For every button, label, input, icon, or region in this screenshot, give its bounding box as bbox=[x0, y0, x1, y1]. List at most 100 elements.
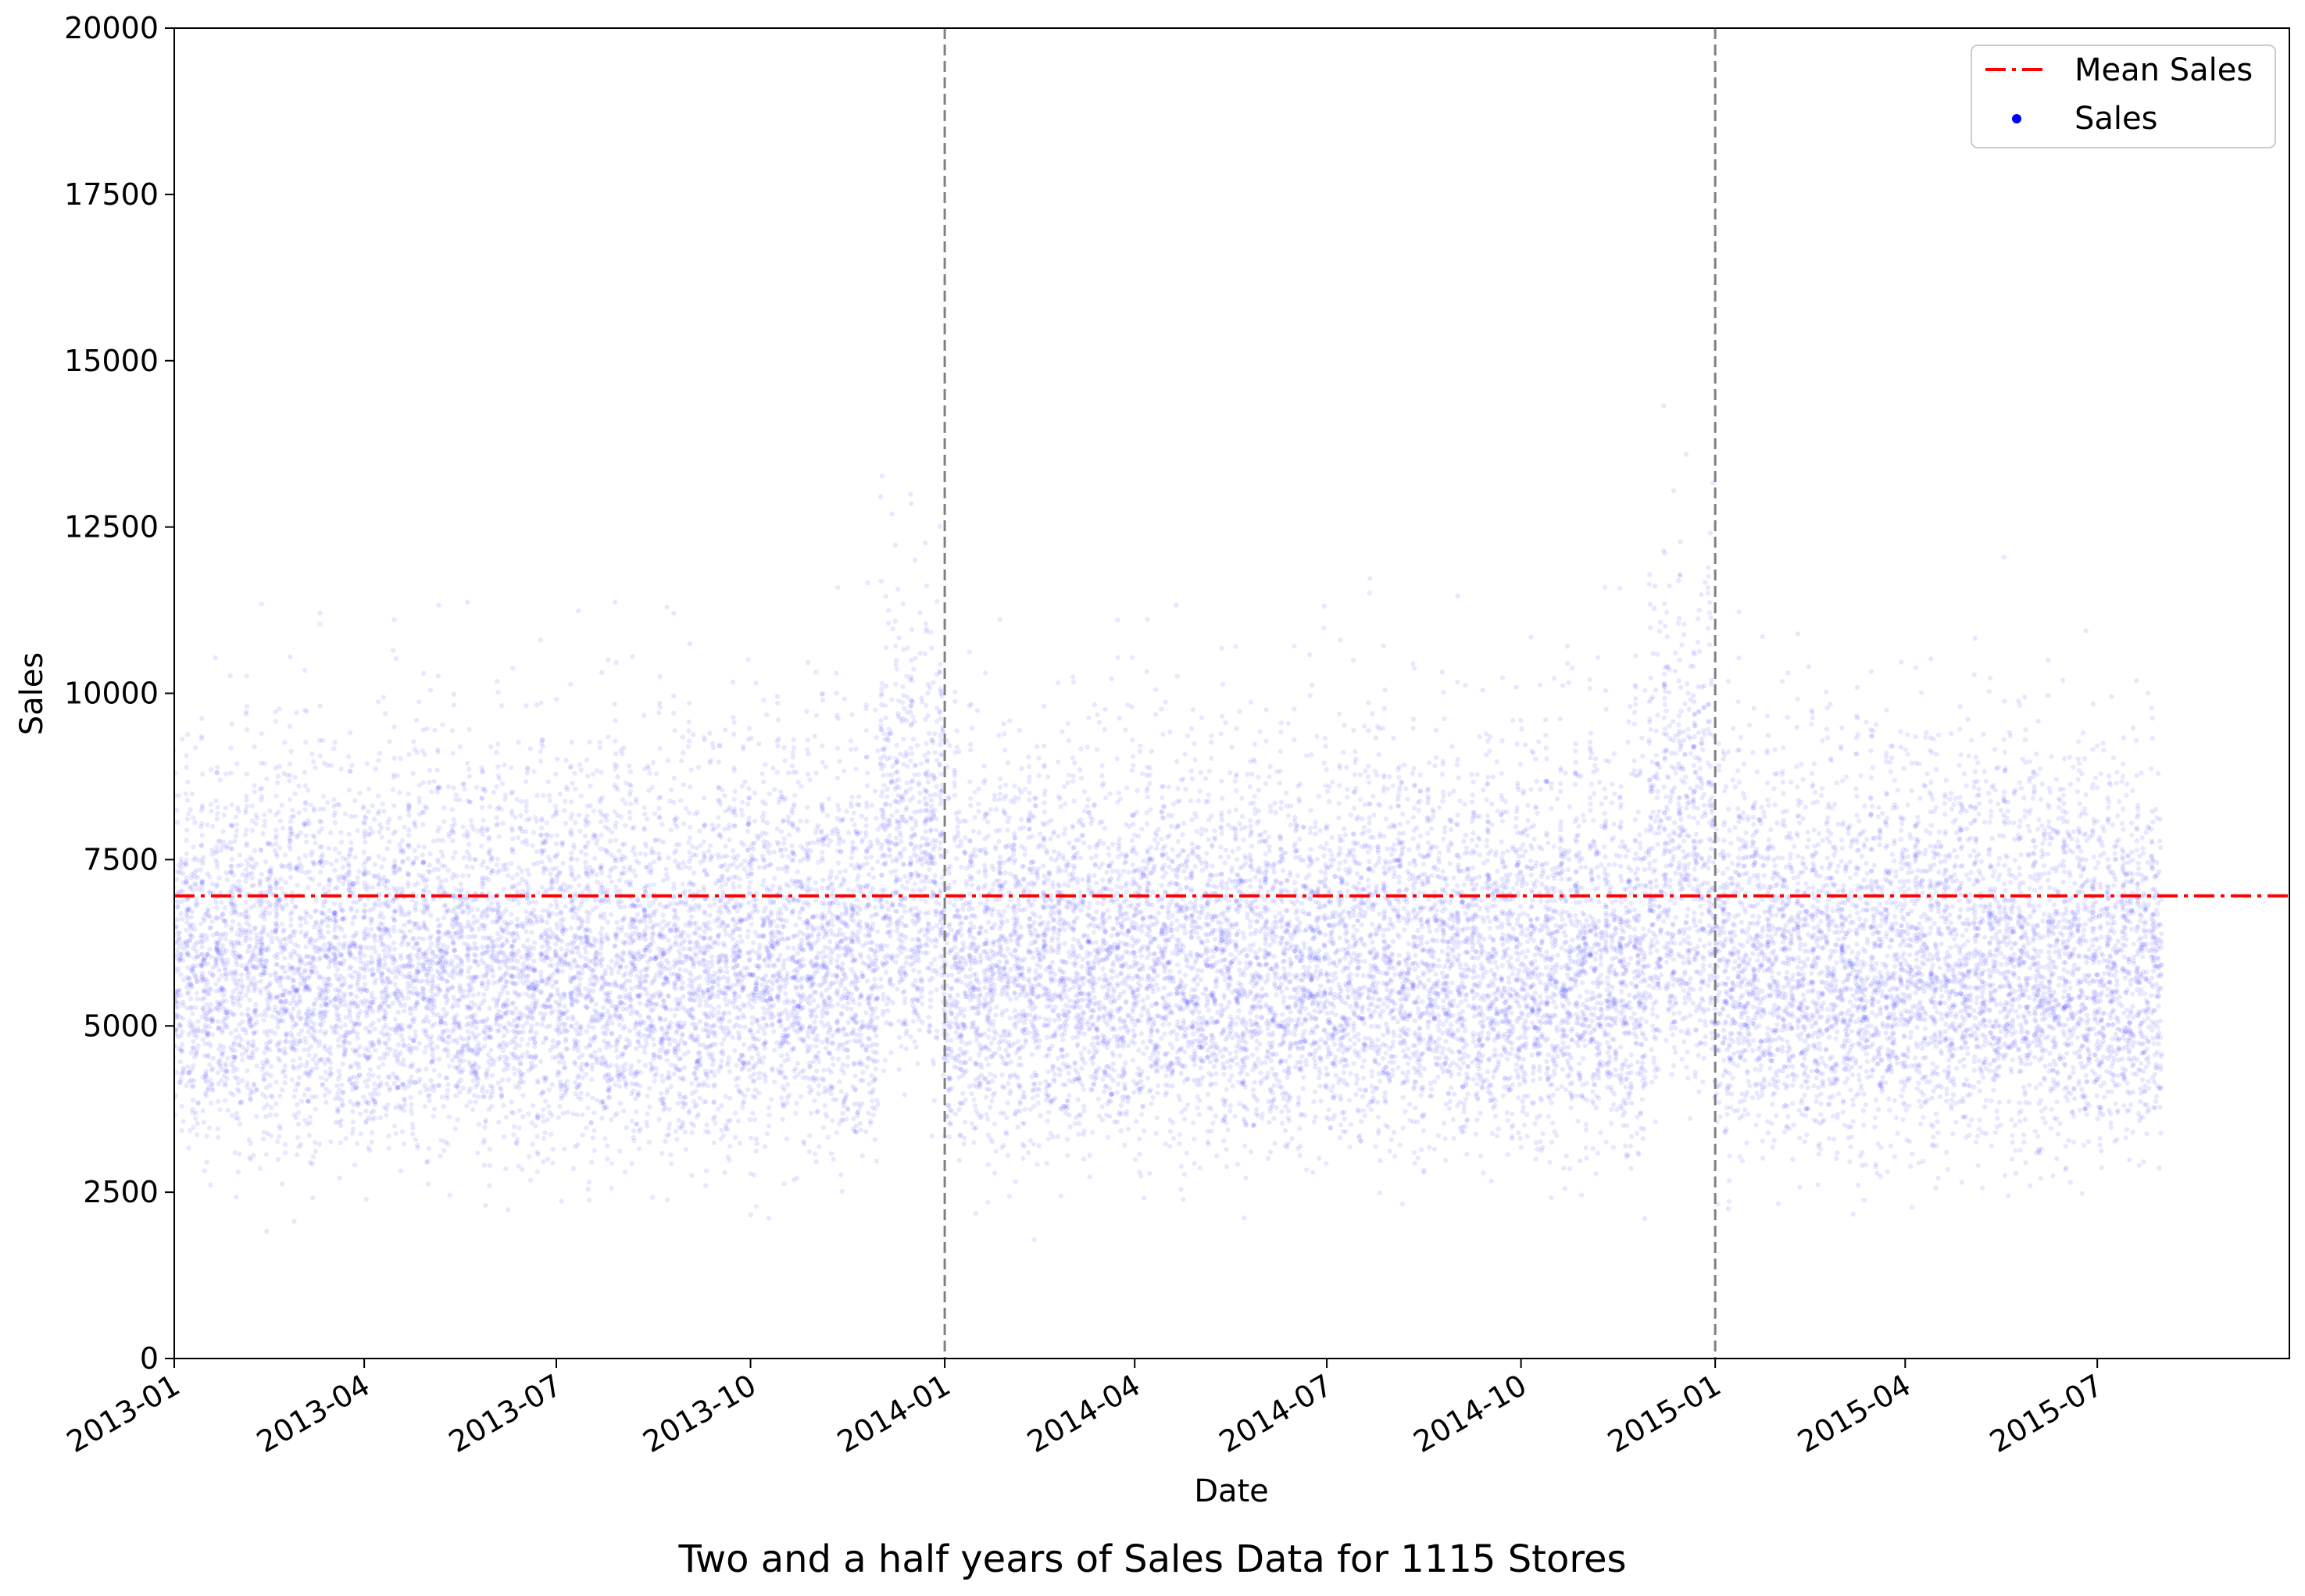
sales-point bbox=[273, 929, 279, 934]
sales-point bbox=[213, 1005, 219, 1012]
sales-point bbox=[509, 912, 514, 917]
sales-point bbox=[290, 966, 295, 971]
sales-point bbox=[341, 998, 347, 1003]
sales-point bbox=[291, 1094, 297, 1099]
sales-point bbox=[174, 923, 179, 929]
sales-point bbox=[190, 969, 195, 974]
sales-point bbox=[578, 767, 584, 773]
sales-point bbox=[269, 1105, 274, 1111]
sales-point bbox=[190, 1021, 195, 1027]
sales-point bbox=[282, 1080, 288, 1086]
sales-point bbox=[511, 1132, 516, 1137]
sales-point bbox=[338, 1140, 343, 1146]
sales-point bbox=[580, 1112, 585, 1118]
sales-point bbox=[327, 1066, 334, 1072]
sales-point bbox=[577, 976, 583, 982]
sales-point bbox=[287, 762, 292, 767]
sales-point bbox=[520, 1166, 525, 1173]
sales-point bbox=[178, 865, 184, 871]
sales-point bbox=[239, 1077, 245, 1084]
sales-point bbox=[466, 841, 472, 848]
sales-point bbox=[524, 929, 529, 934]
sales-point bbox=[629, 1161, 634, 1166]
sales-point bbox=[495, 690, 501, 695]
sales-point bbox=[406, 832, 412, 838]
sales-point bbox=[273, 1004, 278, 1009]
sales-point bbox=[441, 1104, 446, 1109]
sales-point bbox=[184, 912, 189, 918]
sales-point bbox=[370, 1041, 376, 1047]
sales-point bbox=[336, 1068, 341, 1074]
sales-point bbox=[552, 953, 558, 959]
sales-point bbox=[567, 765, 574, 770]
sales-point bbox=[364, 1084, 370, 1089]
sales-point bbox=[441, 943, 446, 948]
sales-point bbox=[203, 1074, 209, 1080]
sales-point bbox=[445, 1087, 451, 1093]
sales-point bbox=[224, 1016, 230, 1021]
sales-point bbox=[476, 1006, 482, 1012]
sales-point bbox=[188, 914, 195, 920]
sales-point bbox=[386, 1032, 392, 1038]
sales-point bbox=[204, 1159, 209, 1165]
sales-point bbox=[362, 839, 368, 845]
sales-point bbox=[201, 987, 206, 994]
sales-point bbox=[512, 1071, 517, 1076]
sales-point bbox=[273, 841, 279, 847]
sales-point bbox=[267, 980, 273, 986]
sales-point bbox=[479, 844, 484, 849]
sales-point bbox=[377, 959, 383, 965]
sales-point bbox=[243, 867, 249, 873]
sales-point bbox=[229, 846, 235, 852]
sales-point bbox=[379, 971, 384, 977]
sales-point bbox=[438, 922, 443, 928]
sales-point bbox=[616, 877, 622, 883]
sales-point bbox=[502, 762, 507, 768]
sales-point bbox=[540, 1113, 545, 1119]
sales-point bbox=[332, 867, 338, 873]
sales-point bbox=[363, 1120, 369, 1126]
sales-point bbox=[184, 951, 191, 956]
sales-point bbox=[575, 1142, 581, 1148]
sales-point bbox=[395, 1009, 401, 1016]
sales-point bbox=[475, 906, 481, 912]
sales-point bbox=[179, 1048, 185, 1055]
sales-point bbox=[423, 805, 430, 811]
sales-point bbox=[615, 774, 620, 780]
sales-point bbox=[470, 865, 475, 870]
sales-point bbox=[441, 805, 447, 811]
sales-point bbox=[445, 1027, 450, 1034]
sales-point bbox=[310, 877, 316, 883]
sales-point bbox=[586, 820, 591, 826]
sales-point bbox=[381, 694, 386, 700]
sales-point bbox=[368, 954, 374, 960]
sales-point bbox=[353, 1084, 359, 1091]
sales-point bbox=[186, 1032, 191, 1037]
sales-point bbox=[460, 1048, 466, 1054]
sales-point bbox=[570, 1002, 575, 1008]
sales-point bbox=[441, 1148, 447, 1154]
sales-point bbox=[563, 1021, 568, 1027]
sales-point bbox=[386, 927, 392, 934]
sales-point bbox=[342, 1002, 348, 1008]
sales-point bbox=[414, 749, 420, 755]
sales-point bbox=[184, 896, 191, 902]
sales-point bbox=[191, 1125, 196, 1130]
sales-point bbox=[338, 766, 344, 772]
sales-point bbox=[195, 1026, 201, 1031]
sales-point bbox=[510, 836, 516, 841]
sales-point bbox=[217, 777, 223, 783]
sales-point bbox=[254, 1087, 259, 1092]
sales-point bbox=[334, 935, 341, 941]
sales-point bbox=[259, 872, 264, 877]
sales-point bbox=[208, 1100, 214, 1106]
sales-point bbox=[450, 751, 456, 756]
sales-point bbox=[480, 944, 485, 950]
sales-point bbox=[317, 1028, 323, 1034]
sales-point bbox=[371, 873, 377, 879]
sales-point bbox=[516, 1125, 522, 1131]
sales-point bbox=[387, 1075, 392, 1080]
sales-point bbox=[249, 875, 256, 881]
sales-point bbox=[386, 1037, 391, 1042]
sales-point bbox=[587, 1198, 592, 1203]
